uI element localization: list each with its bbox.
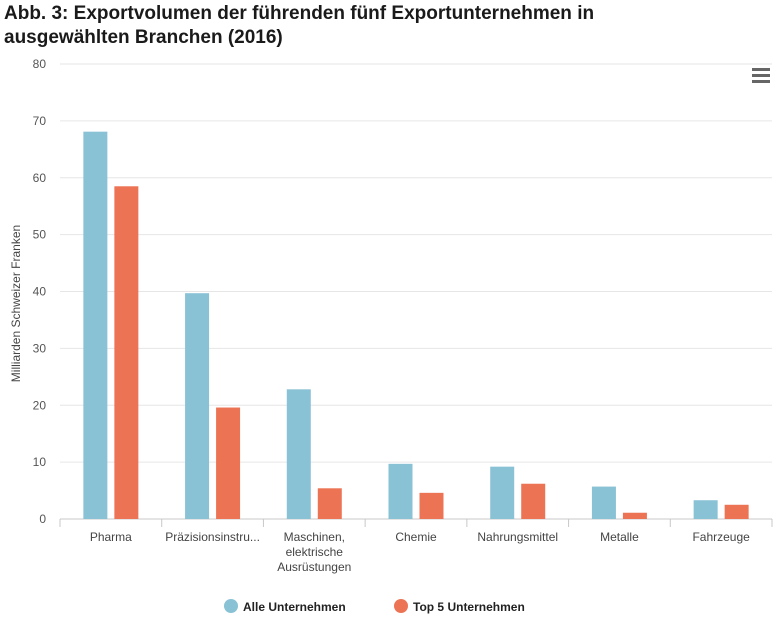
y-tick-label: 60 bbox=[33, 171, 47, 185]
x-tick-label: elektrische bbox=[286, 545, 344, 559]
x-tick-label: Metalle bbox=[600, 530, 639, 544]
legend-marker bbox=[394, 599, 408, 613]
bar-top5 bbox=[114, 186, 139, 519]
y-axis-label: Milliarden Schweizer Franken bbox=[9, 225, 23, 382]
x-tick-label: Chemie bbox=[395, 530, 437, 544]
bar-alle bbox=[185, 293, 210, 519]
bar-alle bbox=[490, 466, 515, 519]
bar-top5 bbox=[724, 504, 749, 519]
bar-top5 bbox=[317, 488, 342, 519]
x-tick-label: Pharma bbox=[90, 530, 132, 544]
bar-alle bbox=[693, 500, 718, 519]
y-tick-label: 70 bbox=[33, 114, 47, 128]
chart-title: Abb. 3: Exportvolumen der führenden fünf… bbox=[4, 3, 595, 48]
bar-alle bbox=[286, 389, 311, 519]
x-tick-label: Ausrüstungen bbox=[277, 560, 351, 574]
legend-label: Top 5 Unternehmen bbox=[413, 600, 525, 614]
bar-alle bbox=[83, 131, 108, 519]
x-tick-label: Präzisionsinstru... bbox=[165, 530, 260, 544]
hamburger-menu-icon[interactable] bbox=[752, 68, 770, 84]
y-tick-label: 20 bbox=[33, 398, 47, 412]
x-tick-label: Nahrungsmittel bbox=[477, 530, 558, 544]
bar-top5 bbox=[622, 512, 647, 519]
x-tick-label: Maschinen, bbox=[284, 530, 345, 544]
y-tick-label: 40 bbox=[33, 285, 47, 299]
legend-marker bbox=[224, 599, 238, 613]
x-tick-label: Fahrzeuge bbox=[692, 530, 750, 544]
y-tick-label: 0 bbox=[39, 512, 46, 526]
bar-top5 bbox=[216, 407, 241, 519]
y-tick-label: 50 bbox=[33, 228, 47, 242]
bar-top5 bbox=[521, 483, 546, 519]
y-tick-label: 10 bbox=[33, 455, 47, 469]
legend-label: Alle Unternehmen bbox=[243, 600, 346, 614]
bar-alle bbox=[591, 486, 616, 519]
bar-top5 bbox=[419, 492, 444, 519]
y-tick-label: 30 bbox=[33, 341, 47, 355]
bar-alle bbox=[388, 463, 413, 519]
y-tick-label: 80 bbox=[33, 57, 47, 71]
